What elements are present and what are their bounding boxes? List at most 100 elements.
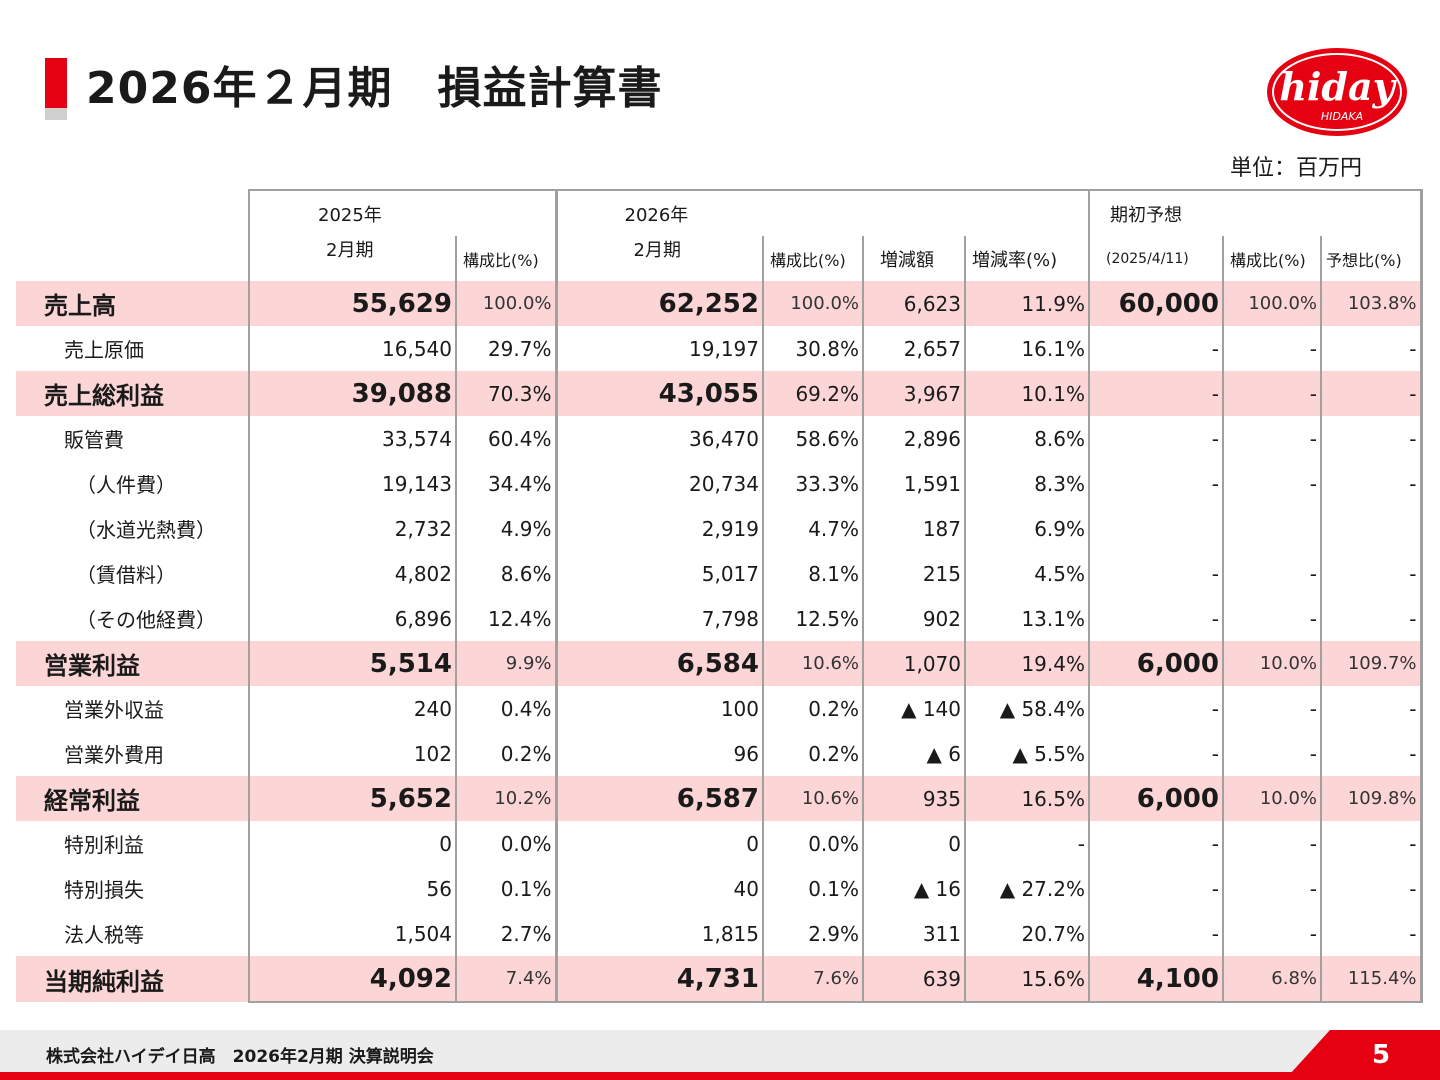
row-label: 営業外収益 (64, 698, 164, 722)
fy2025-value: 240 (248, 686, 456, 731)
hidaka-logo: hiday HIDAKA (1267, 48, 1407, 136)
forecast-value: - (1088, 371, 1223, 416)
change-rate: 6.9% (964, 506, 1089, 551)
fy2025-ratio: 2.7% (455, 911, 556, 956)
forecast-vs: - (1320, 866, 1423, 911)
forecast-vs: - (1320, 821, 1423, 866)
row-label: 特別利益 (64, 833, 144, 857)
fy2025-ratio: 70.3% (455, 371, 556, 416)
change-rate: ▲ 5.5% (964, 731, 1089, 776)
fy2025-year: 2025年 (248, 189, 556, 236)
fy2025-value: 39,088 (248, 371, 456, 416)
forecast-value: 4,100 (1088, 956, 1223, 1003)
fy2026-value: 62,252 (554, 281, 763, 326)
change-value: 639 (862, 956, 965, 1003)
change-rate: 20.7% (964, 911, 1089, 956)
change-rate: 15.6% (964, 956, 1089, 1003)
forecast-ratio: 10.0% (1222, 776, 1321, 821)
forecast-value: 6,000 (1088, 776, 1223, 821)
fy2026-value: 36,470 (554, 416, 763, 461)
change-value: 3,967 (862, 371, 965, 416)
fy2026-ratio-header: 構成比(%) (762, 236, 863, 281)
forecast-vs: - (1320, 551, 1423, 596)
fy2026-ratio: 0.0% (762, 821, 863, 866)
fy2026-value: 40 (554, 866, 763, 911)
row-label: 売上高 (16, 281, 249, 326)
fy2026-value: 0 (554, 821, 763, 866)
fy2026-value: 43,055 (554, 371, 763, 416)
row-label: 販管費 (64, 428, 124, 452)
change-rate: 19.4% (964, 641, 1089, 686)
fy2026-ratio: 10.6% (762, 776, 863, 821)
fy2025-ratio: 8.6% (455, 551, 556, 596)
forecast-ratio: 10.0% (1222, 641, 1321, 686)
fy2025-ratio: 0.2% (455, 731, 556, 776)
fy2026-value: 2,919 (554, 506, 763, 551)
row-label: （人件費） (76, 473, 176, 497)
page-title: 2026年２月期 損益計算書 (86, 63, 663, 114)
row-label: 法人税等 (64, 923, 144, 947)
fy2026-ratio: 0.2% (762, 731, 863, 776)
change-header: 増減額 (862, 236, 965, 281)
fy2026-value: 6,587 (554, 776, 763, 821)
fy2025-ratio: 0.1% (455, 866, 556, 911)
forecast-ratio: - (1222, 821, 1321, 866)
unit-label: 単位：百万円 (1230, 156, 1363, 181)
fy2025-ratio: 12.4% (455, 596, 556, 641)
forecast-vs: - (1320, 326, 1423, 371)
change-value: 187 (862, 506, 965, 551)
fy2025-value: 16,540 (248, 326, 456, 371)
title-accent-shadow (45, 108, 67, 120)
forecast-ratio: 100.0% (1222, 281, 1321, 326)
forecast-ratio: - (1222, 731, 1321, 776)
fy2026-ratio: 7.6% (762, 956, 863, 1003)
forecast-vs: 115.4% (1320, 956, 1423, 1003)
footer-company: 株式会社ハイデイ日高 2026年2月期 決算説明会 (46, 1047, 434, 1067)
fy2025-value: 19,143 (248, 461, 456, 506)
forecast-value: 60,000 (1088, 281, 1223, 326)
change-rate: 8.6% (964, 416, 1089, 461)
change-value: 1,591 (862, 461, 965, 506)
fy2025-value: 6,896 (248, 596, 456, 641)
forecast-ratio: - (1222, 686, 1321, 731)
change-value: ▲ 16 (862, 866, 965, 911)
change-value: 1,070 (862, 641, 965, 686)
fy2025-ratio: 0.0% (455, 821, 556, 866)
fy2026-value: 19,197 (554, 326, 763, 371)
fy2025-value: 5,514 (248, 641, 456, 686)
forecast-value: - (1088, 326, 1223, 371)
forecast-value: - (1088, 911, 1223, 956)
change-rate: ▲ 58.4% (964, 686, 1089, 731)
fy2026-ratio: 8.1% (762, 551, 863, 596)
fy2026-ratio: 0.2% (762, 686, 863, 731)
fy2026-ratio: 100.0% (762, 281, 863, 326)
change-rate: 4.5% (964, 551, 1089, 596)
fy2025-value: 4,802 (248, 551, 456, 596)
forecast-vs: - (1320, 911, 1423, 956)
forecast-ratio: - (1222, 371, 1321, 416)
forecast-vs: - (1320, 461, 1423, 506)
fy2025-ratio: 29.7% (455, 326, 556, 371)
fy2026-value: 100 (554, 686, 763, 731)
forecast-vs: - (1320, 416, 1423, 461)
fy2026-ratio: 58.6% (762, 416, 863, 461)
row-label: 売上原価 (64, 338, 144, 362)
forecast-value: - (1088, 686, 1223, 731)
forecast-vs: - (1320, 731, 1423, 776)
forecast-header: 期初予想 (1088, 189, 1423, 236)
change-rate: 16.5% (964, 776, 1089, 821)
forecast-ratio: - (1222, 326, 1321, 371)
svg-text:hiday: hiday (1279, 64, 1397, 109)
fy2025-value: 33,574 (248, 416, 456, 461)
forecast-ratio-header: 構成比(%) (1222, 236, 1321, 281)
fy2026-ratio: 2.9% (762, 911, 863, 956)
header-blank (16, 190, 249, 236)
forecast-ratio: - (1222, 911, 1321, 956)
row-label: （賃借料） (76, 563, 176, 587)
fy2026-ratio: 30.8% (762, 326, 863, 371)
fy2026-ratio: 10.6% (762, 641, 863, 686)
forecast-value (1088, 506, 1223, 551)
forecast-ratio: - (1222, 461, 1321, 506)
fy2025-ratio: 34.4% (455, 461, 556, 506)
row-label: （その他経費） (76, 608, 216, 632)
